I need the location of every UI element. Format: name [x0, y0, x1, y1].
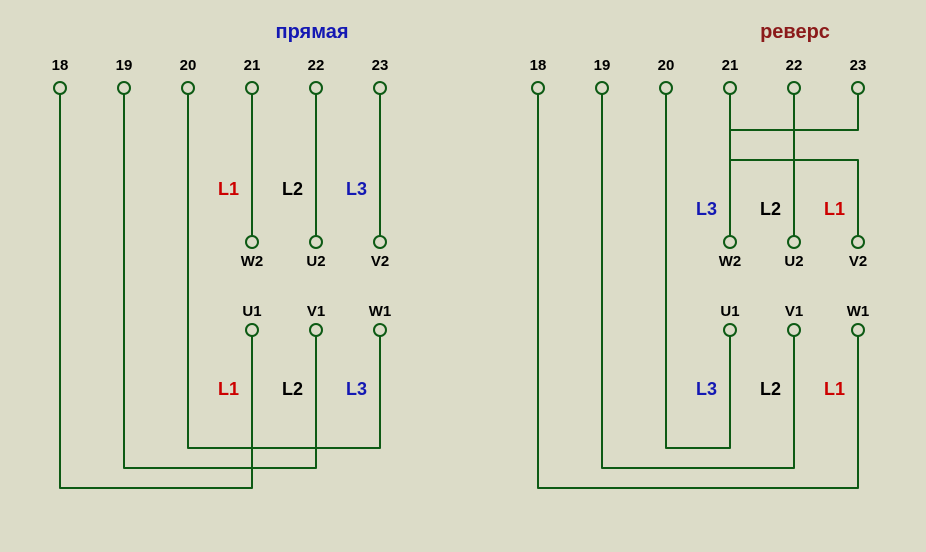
svg-text:L1: L1: [218, 379, 239, 399]
svg-text:W1: W1: [847, 303, 870, 320]
svg-text:L1: L1: [824, 379, 845, 399]
svg-text:L3: L3: [346, 379, 367, 399]
svg-text:реверс: реверс: [760, 21, 830, 43]
svg-text:19: 19: [116, 57, 133, 74]
svg-text:U2: U2: [784, 253, 803, 270]
svg-text:U2: U2: [306, 253, 325, 270]
svg-text:23: 23: [850, 57, 867, 74]
svg-text:W2: W2: [719, 253, 742, 270]
wiring-diagram: прямая 18 19 20 21 22 23 W2 U2 V2 U1 V1 W1 L1 L2 L3 L1 L2…: [0, 0, 926, 552]
svg-text:18: 18: [530, 57, 547, 74]
svg-text:U1: U1: [242, 303, 261, 320]
svg-text:18: 18: [52, 57, 69, 74]
svg-text:V2: V2: [371, 253, 389, 270]
svg-text:21: 21: [244, 57, 261, 74]
svg-text:V1: V1: [307, 303, 325, 320]
svg-text:W2: W2: [241, 253, 264, 270]
svg-text:19: 19: [594, 57, 611, 74]
svg-text:L2: L2: [282, 179, 303, 199]
svg-text:22: 22: [786, 57, 803, 74]
svg-text:V2: V2: [849, 253, 867, 270]
svg-text:L2: L2: [282, 379, 303, 399]
svg-text:V1: V1: [785, 303, 803, 320]
svg-text:20: 20: [658, 57, 675, 74]
svg-text:U1: U1: [720, 303, 739, 320]
svg-text:22: 22: [308, 57, 325, 74]
svg-text:20: 20: [180, 57, 197, 74]
svg-text:L3: L3: [696, 379, 717, 399]
svg-text:W1: W1: [369, 303, 392, 320]
svg-text:L2: L2: [760, 199, 781, 219]
svg-text:L3: L3: [696, 199, 717, 219]
svg-text:L1: L1: [218, 179, 239, 199]
svg-text:L1: L1: [824, 199, 845, 219]
svg-text:L3: L3: [346, 179, 367, 199]
svg-text:23: 23: [372, 57, 389, 74]
svg-text:L2: L2: [760, 379, 781, 399]
svg-text:21: 21: [722, 57, 739, 74]
svg-text:прямая: прямая: [275, 21, 348, 43]
